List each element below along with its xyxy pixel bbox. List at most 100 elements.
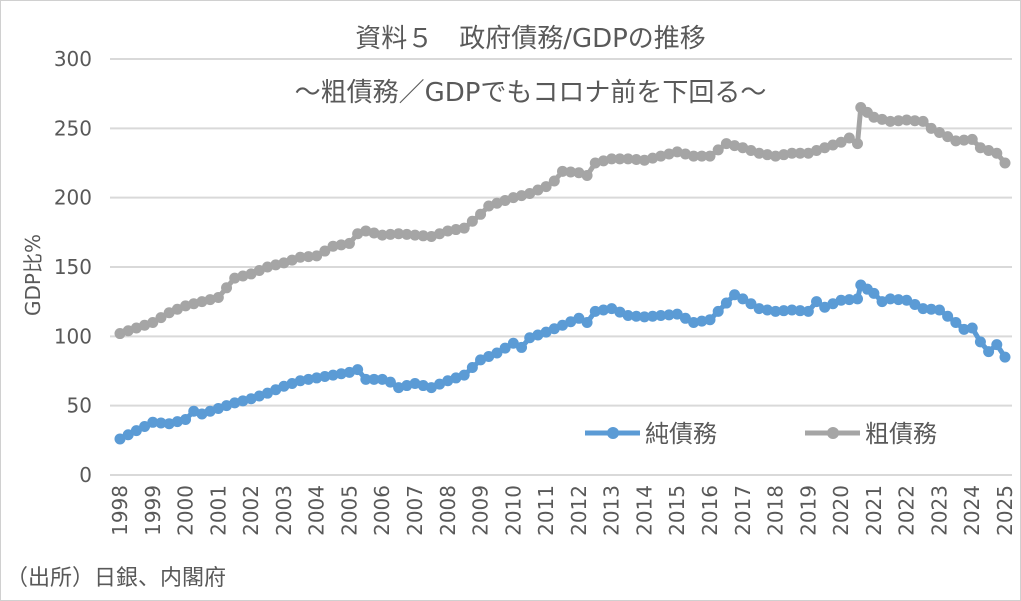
data-point xyxy=(540,181,552,193)
data-point xyxy=(319,245,331,257)
data-point xyxy=(778,149,790,161)
data-point xyxy=(376,229,388,241)
data-point xyxy=(499,342,511,354)
data-point xyxy=(679,312,691,324)
y-tick-label: 200 xyxy=(54,186,92,210)
legend-marker xyxy=(607,427,619,439)
data-point xyxy=(737,293,749,305)
data-point xyxy=(319,371,331,383)
data-point xyxy=(384,376,396,388)
data-point xyxy=(958,323,970,335)
data-point xyxy=(647,310,659,322)
data-point xyxy=(696,315,708,327)
series-gross-debt xyxy=(114,102,1011,340)
data-point xyxy=(458,222,470,234)
y-tick-label: 300 xyxy=(54,47,92,71)
data-point xyxy=(327,240,339,252)
data-point xyxy=(302,251,314,263)
data-point xyxy=(606,153,618,165)
x-tick-label: 2023 xyxy=(927,485,951,536)
data-point xyxy=(696,150,708,162)
data-point xyxy=(630,310,642,322)
data-point xyxy=(212,292,224,304)
data-point xyxy=(811,296,823,308)
data-point xyxy=(442,225,454,237)
data-point xyxy=(180,414,192,426)
x-tick-label: 2024 xyxy=(960,485,984,536)
x-tick-label: 2011 xyxy=(534,485,558,536)
data-point xyxy=(409,229,421,241)
data-point xyxy=(983,346,995,358)
data-point xyxy=(745,298,757,310)
data-point xyxy=(368,373,380,385)
data-point xyxy=(761,304,773,316)
data-point xyxy=(352,364,364,376)
data-point xyxy=(925,303,937,315)
data-point xyxy=(147,416,159,428)
chart-subtitle: ～粗債務／GDPでもコロナ前を下回る～ xyxy=(294,78,767,108)
data-point xyxy=(221,282,233,294)
x-tick-label: 2003 xyxy=(272,485,296,536)
data-point xyxy=(466,215,478,227)
data-point xyxy=(335,239,347,251)
data-point xyxy=(991,147,1003,159)
legend-item: 粗債務 xyxy=(805,420,937,448)
data-point xyxy=(122,429,134,441)
data-point xyxy=(327,369,339,381)
data-point xyxy=(671,308,683,320)
data-point xyxy=(360,373,372,385)
data-point xyxy=(475,208,487,220)
x-tick-label: 2022 xyxy=(895,485,919,536)
data-point xyxy=(450,224,462,236)
data-point xyxy=(622,310,634,322)
y-tick-label: 250 xyxy=(54,116,92,140)
data-point xyxy=(729,289,741,301)
data-point xyxy=(835,136,847,148)
data-point xyxy=(991,339,1003,351)
data-point xyxy=(565,166,577,178)
data-point xyxy=(852,293,863,305)
x-tick-label: 2005 xyxy=(337,485,361,536)
data-point xyxy=(557,165,568,177)
data-point xyxy=(901,114,913,126)
x-tick-label: 2017 xyxy=(731,485,755,536)
x-tick-label: 2010 xyxy=(501,485,525,536)
data-point xyxy=(770,305,782,317)
series-line xyxy=(119,105,1007,336)
data-point xyxy=(573,312,585,324)
data-point xyxy=(843,132,855,144)
data-point xyxy=(401,228,413,240)
data-point xyxy=(917,303,929,315)
data-point xyxy=(884,293,896,305)
x-tick-label: 2018 xyxy=(764,485,788,536)
data-point xyxy=(417,230,429,242)
x-tick-label: 2016 xyxy=(698,485,722,536)
x-tick-label: 2004 xyxy=(305,485,329,536)
data-point xyxy=(933,304,945,316)
data-point xyxy=(688,150,700,162)
data-point xyxy=(655,310,667,322)
chart-title: 資料５ 政府債務/GDPの推移 xyxy=(355,24,706,54)
legend-item: 純債務 xyxy=(585,420,717,448)
data-point xyxy=(770,150,782,162)
data-point xyxy=(704,314,716,326)
data-point xyxy=(950,316,962,328)
data-point xyxy=(114,433,126,445)
x-tick-label: 2012 xyxy=(567,485,591,536)
data-point xyxy=(614,153,626,165)
data-point xyxy=(786,304,798,316)
x-tick-label: 2021 xyxy=(862,485,886,536)
data-point xyxy=(704,150,716,162)
y-tick-label: 150 xyxy=(54,255,92,279)
data-point xyxy=(294,251,306,263)
legend-label: 粗債務 xyxy=(865,420,937,448)
data-point xyxy=(966,322,978,334)
x-tick-label: 2025 xyxy=(993,485,1017,536)
data-point xyxy=(516,341,528,353)
legend-label: 純債務 xyxy=(645,420,717,448)
data-point xyxy=(302,373,314,385)
series-net-debt xyxy=(114,279,1011,445)
data-point xyxy=(663,309,675,321)
data-point xyxy=(966,133,978,145)
